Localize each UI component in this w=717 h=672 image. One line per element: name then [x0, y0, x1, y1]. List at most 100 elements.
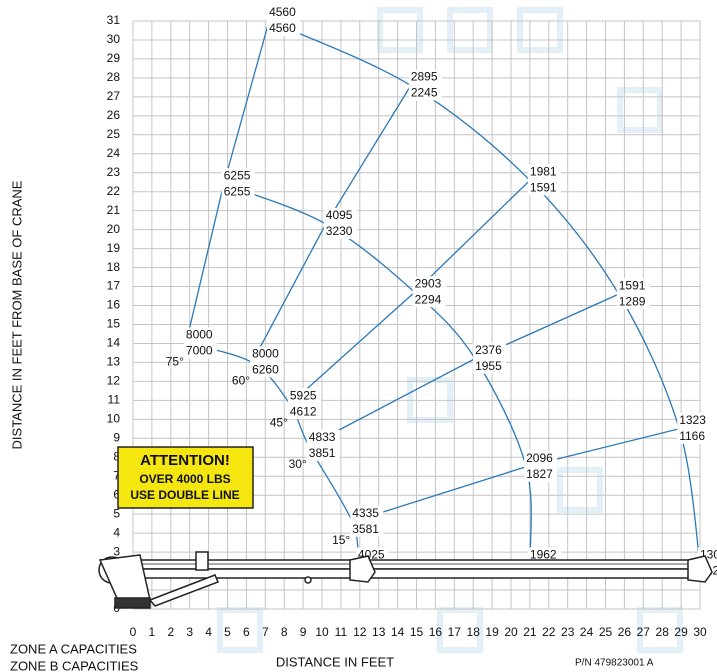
y-tick-label: 13	[107, 355, 121, 369]
x-tick-label: 29	[674, 625, 688, 639]
y-tick-label: 6	[113, 487, 120, 501]
label-bg	[408, 69, 442, 101]
x-tick-label: 1	[149, 625, 156, 639]
label-bg	[306, 429, 340, 461]
x-tick-label: 13	[372, 625, 386, 639]
x-tick-label: 22	[542, 625, 556, 639]
zone-a-capacity: 1962	[530, 548, 557, 562]
x-tick-label: 20	[504, 625, 518, 639]
x-tick-label: 23	[561, 625, 575, 639]
y-tick-label: 16	[107, 298, 121, 312]
label-bg	[221, 168, 255, 200]
label-bg	[473, 342, 507, 374]
zone-a-capacity: 2903	[415, 276, 442, 290]
zone-a-capacity: 4560	[269, 5, 296, 19]
part-number: P/N 479823001 A	[575, 658, 654, 669]
y-tick-label: 27	[107, 89, 121, 103]
y-tick-label: 21	[107, 203, 121, 217]
marks: 80007000625562554560456075°8000626040953…	[166, 5, 717, 579]
label-bg	[527, 164, 561, 196]
zone-a-capacity: 8000	[252, 347, 279, 361]
y-tick-label: 28	[107, 70, 121, 84]
y-tick-label: 20	[107, 222, 121, 236]
zone-b-capacity: 1827	[526, 467, 553, 481]
y-tick-label: 4	[113, 525, 120, 539]
zone-a-capacity: 5925	[290, 388, 317, 402]
zone-a-capacity: 4833	[309, 430, 336, 444]
y-tick-label: 26	[107, 108, 121, 122]
grid: 0 1 2 3 4 5 6 7 8 9 10 11 12 13 14 15 16 17 18 19 20 21 22 23 24…	[107, 13, 707, 639]
zone-b-capacity: 2294	[415, 292, 442, 306]
legend-zone-b: ZONE B CAPACITIES	[10, 658, 139, 672]
x-axis-label: DISTANCE IN FEET	[276, 654, 394, 669]
x-tick-label: 2	[167, 625, 174, 639]
x-tick-label: 6	[243, 625, 250, 639]
watermark	[217, 7, 683, 653]
y-axis-label: DISTANCE IN FEET FROM BASE OF CRANE	[9, 180, 24, 449]
x-tick-label: 12	[353, 625, 367, 639]
label-bg	[287, 388, 321, 420]
zone-a-capacity: 2895	[411, 70, 438, 84]
x-tick-label: 11	[335, 625, 348, 639]
label-bg	[183, 327, 217, 359]
y-tick-label: 11	[108, 393, 121, 407]
y-tick-label: 7	[113, 468, 120, 482]
x-tick-label: 18	[467, 625, 481, 639]
label-bg	[616, 278, 650, 310]
zone-b-capacity: 1289	[619, 294, 646, 308]
y-tick-label: 3	[113, 544, 120, 558]
zone-a-capacity: 1981	[530, 165, 557, 179]
zone-a-capacity: 1591	[619, 278, 646, 292]
attention-line: USE DOUBLE LINE	[130, 488, 239, 502]
label-bg	[412, 276, 446, 308]
label-bg	[677, 412, 711, 444]
x-tick-label: 19	[485, 625, 499, 639]
y-tick-label: 19	[107, 241, 121, 255]
zone-b-capacity: 6260	[252, 363, 279, 377]
y-tick-label: 22	[107, 184, 121, 198]
label-bg	[267, 5, 301, 36]
x-tick-label: 4	[205, 625, 212, 639]
boom-angle: 15°	[332, 533, 350, 547]
zone-b-capacity: 1955	[475, 359, 502, 373]
zone-b-capacity: 4560	[269, 21, 296, 35]
zone-b-capacity: 4612	[290, 404, 317, 418]
boom-line	[308, 293, 619, 447]
zone-b-capacity: 3581	[352, 522, 379, 536]
zone-a-capacity: 8000	[186, 328, 213, 342]
x-tick-label: 30	[693, 625, 707, 639]
y-tick-label: 25	[107, 127, 121, 141]
x-tick-label: 21	[523, 625, 537, 639]
y-tick-label: 31	[107, 13, 121, 27]
x-tick-label: 28	[656, 625, 670, 639]
zone-b-capacity: 1591	[530, 181, 557, 195]
y-tick-label: 17	[107, 279, 121, 293]
x-tick-label: 17	[448, 625, 462, 639]
y-tick-label: 30	[107, 32, 121, 46]
zone-a-capacity: 6255	[224, 168, 251, 182]
x-tick-label: 5	[224, 625, 231, 639]
boom-angle: 45°	[270, 415, 288, 429]
x-tick-label: 3	[186, 625, 193, 639]
x-tick-label: 7	[262, 625, 269, 639]
x-tick-label: 24	[580, 625, 594, 639]
y-tick-label: 12	[107, 374, 121, 388]
zone-a-capacity: 2096	[526, 451, 553, 465]
zone-a-capacity: 1323	[679, 413, 706, 427]
boom-line	[352, 428, 680, 523]
y-tick-label: 14	[107, 336, 121, 350]
y-tick-label: 10	[107, 411, 121, 425]
x-tick-label: 15	[410, 625, 424, 639]
legend-zone-a: ZONE A CAPACITIES	[10, 641, 137, 656]
x-tick-label: 26	[618, 625, 632, 639]
label-bg	[350, 505, 384, 537]
label-bg	[524, 450, 558, 482]
zone-b-capacity: 7000	[186, 344, 213, 358]
crane-drawing	[98, 551, 713, 609]
boom-angle: 60°	[232, 374, 250, 388]
label-bg	[323, 207, 357, 239]
x-tick-label: 9	[300, 625, 307, 639]
attention-line: OVER 4000 LBS	[139, 472, 230, 486]
zone-a-capacity: 2376	[475, 343, 502, 357]
